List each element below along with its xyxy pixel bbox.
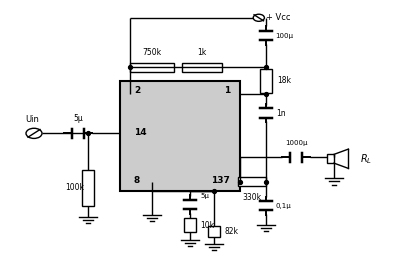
Bar — [208, 226, 220, 237]
Text: 10k: 10k — [200, 221, 214, 230]
Text: Uin: Uin — [25, 115, 39, 124]
Bar — [238, 178, 266, 186]
Text: 100μ: 100μ — [275, 33, 293, 39]
Bar — [327, 154, 334, 163]
Bar — [182, 63, 222, 72]
Text: 82k: 82k — [224, 227, 238, 236]
Text: 1000μ: 1000μ — [285, 140, 307, 146]
Text: 330k: 330k — [242, 193, 262, 202]
Text: 100k: 100k — [65, 183, 84, 193]
Text: 8: 8 — [134, 176, 140, 185]
Text: 5μ: 5μ — [73, 114, 83, 123]
Text: 5μ: 5μ — [200, 193, 209, 199]
Text: 0,1μ: 0,1μ — [276, 203, 292, 209]
Text: 2: 2 — [134, 86, 140, 95]
Bar — [184, 218, 196, 232]
Bar — [260, 69, 272, 93]
Text: 750k: 750k — [142, 48, 162, 57]
Text: 1: 1 — [224, 86, 230, 95]
Text: 1k: 1k — [197, 48, 207, 57]
Bar — [82, 170, 94, 206]
Text: $R_L$: $R_L$ — [360, 152, 372, 166]
Text: 14: 14 — [134, 128, 147, 137]
Text: 137: 137 — [211, 176, 230, 185]
Bar — [130, 63, 174, 72]
Text: + Vcc: + Vcc — [266, 13, 290, 22]
Text: 18k: 18k — [277, 76, 291, 85]
Bar — [120, 81, 240, 190]
Text: 1n: 1n — [276, 108, 286, 118]
